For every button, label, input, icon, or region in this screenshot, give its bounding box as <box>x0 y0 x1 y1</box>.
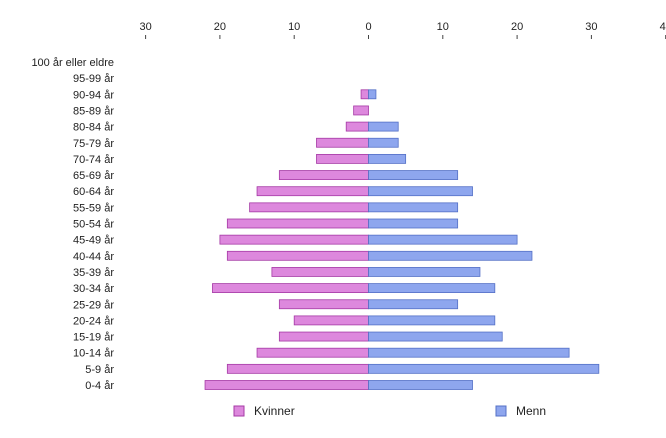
bar-kvinner[interactable] <box>256 186 369 197</box>
category-label: 70-74 år <box>73 154 114 166</box>
category-label: 50-54 år <box>73 219 114 231</box>
category-label: 100 år eller eldre <box>31 57 114 69</box>
bar-kvinner[interactable] <box>278 299 369 310</box>
x-tick-label: 40 <box>660 21 666 33</box>
category-label: 75-79 år <box>73 138 114 150</box>
bar-kvinner[interactable] <box>256 347 369 358</box>
x-tick-label: 20 <box>511 21 523 33</box>
bars <box>204 89 600 390</box>
category-label: 85-89 år <box>73 105 114 117</box>
category-label: 5-9 år <box>85 364 114 376</box>
x-tick-label: 30 <box>585 21 597 33</box>
bar-menn[interactable] <box>368 89 377 100</box>
bar-menn[interactable] <box>368 315 496 326</box>
bar-kvinner[interactable] <box>226 363 369 374</box>
x-tick-label: 10 <box>288 21 300 33</box>
legend-swatch-kvinner <box>233 405 245 417</box>
bar-kvinner[interactable] <box>226 218 369 229</box>
bar-menn[interactable] <box>368 363 600 374</box>
bar-kvinner[interactable] <box>271 267 369 277</box>
bar-menn[interactable] <box>368 234 518 245</box>
x-tick-label: 0 <box>365 21 371 33</box>
category-label: 35-39 år <box>73 267 114 279</box>
bar-menn[interactable] <box>368 137 399 148</box>
x-tick-label: 20 <box>214 21 226 33</box>
bar-menn[interactable] <box>368 380 473 390</box>
legend-item-menn[interactable]: Menn <box>495 404 546 418</box>
category-label: 60-64 år <box>73 186 114 198</box>
legend-label-kvinner: Kvinner <box>254 404 295 418</box>
bar-kvinner[interactable] <box>219 234 369 245</box>
bar-menn[interactable] <box>368 283 496 294</box>
bar-kvinner[interactable] <box>316 153 369 164</box>
bar-menn[interactable] <box>368 202 459 213</box>
legend-label-menn: Menn <box>516 404 546 418</box>
bar-kvinner[interactable] <box>249 202 369 213</box>
category-label: 30-34 år <box>73 283 114 295</box>
category-label: 90-94 år <box>73 89 114 101</box>
bar-kvinner[interactable] <box>360 89 369 100</box>
bar-menn[interactable] <box>368 250 533 261</box>
bar-kvinner[interactable] <box>226 250 369 261</box>
category-label: 55-59 år <box>73 202 114 214</box>
bar-kvinner[interactable] <box>293 315 369 326</box>
category-label: 15-19 år <box>73 332 114 344</box>
bar-kvinner[interactable] <box>278 331 369 342</box>
bar-kvinner[interactable] <box>212 283 369 294</box>
bar-menn[interactable] <box>368 347 570 358</box>
bar-menn[interactable] <box>368 170 459 180</box>
category-label: 10-14 år <box>73 348 114 360</box>
x-tick-label: 30 <box>139 21 151 33</box>
bar-menn[interactable] <box>368 267 481 277</box>
bar-menn[interactable] <box>368 186 473 197</box>
bar-kvinner[interactable] <box>204 380 369 390</box>
bar-kvinner[interactable] <box>345 121 369 132</box>
bar-kvinner[interactable] <box>316 137 369 148</box>
category-label: 40-44 år <box>73 251 114 263</box>
category-label: 95-99 år <box>73 73 114 85</box>
x-tick-label: 10 <box>437 21 449 33</box>
category-label: 65-69 år <box>73 170 114 182</box>
category-label: 45-49 år <box>73 235 114 247</box>
category-labels: 100 år eller eldre 95-99 år 90-94 år 85-89 … <box>31 57 114 392</box>
x-axis-ticks: 30 20 10 0 10 20 30 40 <box>139 21 666 39</box>
bar-kvinner[interactable] <box>353 105 369 116</box>
bar-menn[interactable] <box>368 153 407 164</box>
bar-menn[interactable] <box>368 331 503 342</box>
bar-kvinner[interactable] <box>278 170 369 180</box>
category-label: 80-84 år <box>73 122 114 134</box>
bar-menn[interactable] <box>368 218 459 229</box>
bar-menn[interactable] <box>368 299 459 310</box>
category-label: 0-4 år <box>85 380 114 392</box>
legend-item-kvinner[interactable]: Kvinner <box>233 404 295 418</box>
legend-swatch-menn <box>495 405 507 417</box>
category-label: 20-24 år <box>73 315 114 327</box>
legend: Kvinner Menn <box>233 404 546 418</box>
category-label: 25-29 år <box>73 299 114 311</box>
bar-menn[interactable] <box>368 121 399 132</box>
